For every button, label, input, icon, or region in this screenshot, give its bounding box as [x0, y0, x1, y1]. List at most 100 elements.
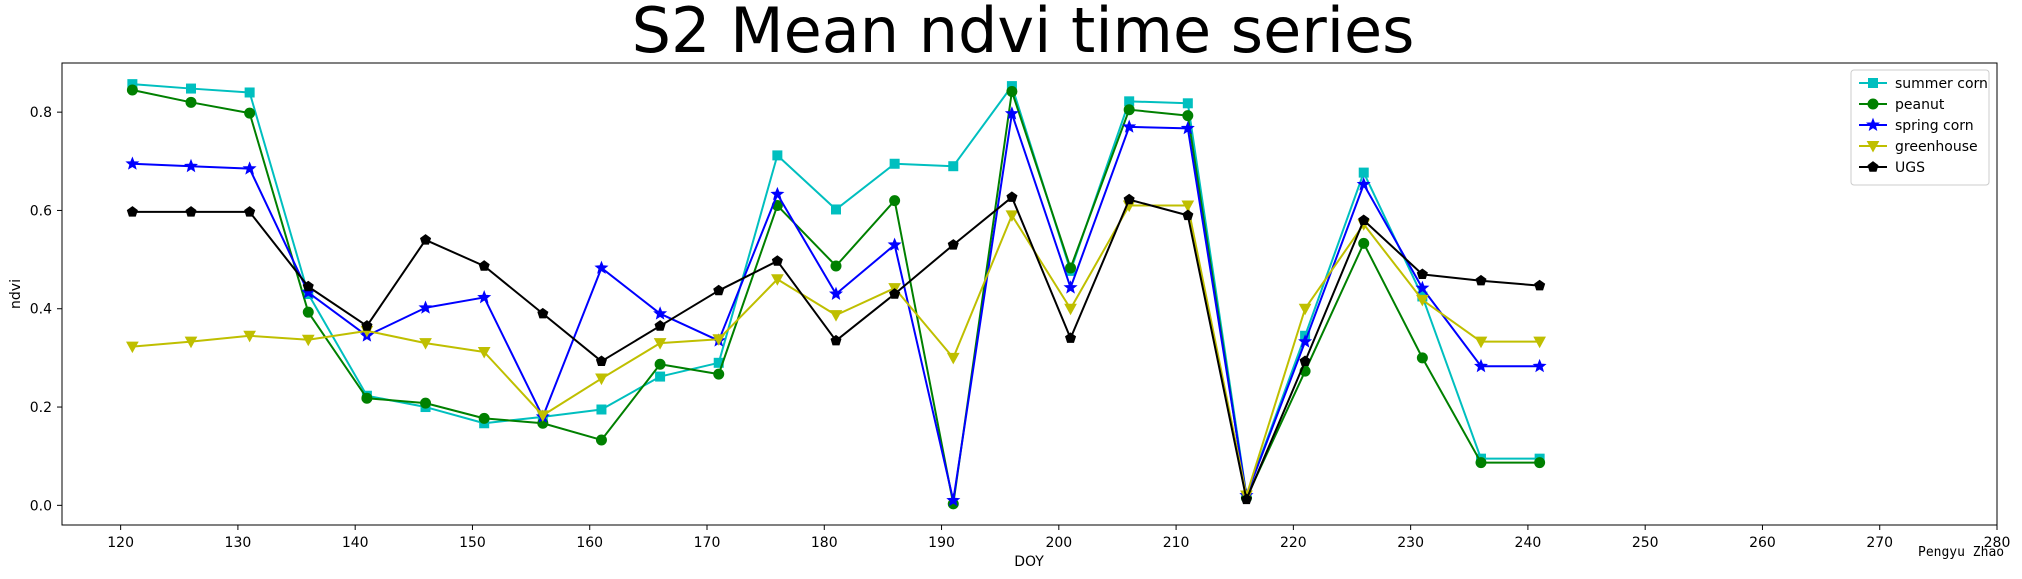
data-point-spring-corn [653, 306, 668, 320]
x-tick-label: 170 [694, 535, 721, 551]
data-point-greenhouse [243, 330, 256, 343]
data-point-greenhouse [126, 341, 139, 354]
data-point-spring-corn [1122, 119, 1137, 133]
data-point-peanut [420, 397, 432, 409]
legend-item-spring-corn: spring corn [1859, 117, 1974, 134]
data-point-greenhouse [301, 334, 315, 347]
data-point-peanut [126, 84, 138, 96]
data-point-spring-corn [946, 493, 961, 507]
x-tick-label: 180 [811, 535, 838, 551]
legend-marker [1866, 117, 1880, 132]
data-point-greenhouse [829, 310, 843, 322]
data-point-spring-corn [125, 156, 140, 170]
data-point-spring-corn [1063, 280, 1078, 294]
x-tick-label: 220 [1280, 535, 1307, 551]
data-point-ugs [595, 355, 607, 366]
data-point-greenhouse [1474, 336, 1488, 349]
data-point-greenhouse [1005, 210, 1019, 222]
data-point-peanut [244, 107, 256, 119]
x-tick-label: 140 [342, 535, 369, 551]
legend: summer corn peanut spring corn greenhouse UG… [1850, 69, 1990, 186]
legend-marker [1868, 78, 1878, 88]
data-point-summer-corn [655, 371, 666, 382]
data-point-ugs [1182, 209, 1194, 221]
y-axis: 0.0 0.2 0.4 0.6 0.8 [30, 105, 62, 514]
data-point-ugs [1240, 493, 1252, 505]
data-point-greenhouse [477, 346, 491, 359]
data-point-ugs [126, 206, 138, 217]
data-point-ugs [947, 239, 959, 250]
data-point-peanut [1475, 457, 1487, 469]
y-tick-label: 0.2 [30, 400, 52, 416]
data-point-peanut [1416, 352, 1428, 364]
series-ugs [126, 191, 1546, 505]
data-point-ugs [302, 280, 314, 292]
data-point-spring-corn [1004, 106, 1019, 120]
y-tick-label: 0.8 [30, 105, 52, 121]
x-tick-label: 200 [1045, 535, 1072, 551]
data-point-spring-corn [1180, 121, 1195, 135]
data-point-spring-corn [829, 286, 843, 301]
legend-label: greenhouse [1895, 139, 1978, 155]
data-point-spring-corn [887, 237, 902, 251]
x-axis: 120 130 140 150 160 170 180 190 200 210 220 230 240 2… [107, 525, 2010, 551]
data-point-greenhouse [653, 338, 667, 350]
data-point-summer-corn [889, 158, 900, 169]
data-point-peanut [1182, 110, 1194, 122]
data-point-spring-corn [1532, 358, 1547, 373]
data-point-ugs [420, 234, 432, 245]
data-point-ugs [537, 307, 549, 319]
data-point-spring-corn [1298, 334, 1313, 348]
x-tick-label: 250 [1632, 535, 1659, 551]
data-point-ugs [244, 206, 256, 217]
x-tick-label: 130 [225, 535, 252, 551]
data-point-greenhouse [946, 352, 960, 365]
data-point-ugs [478, 260, 490, 271]
data-point-ugs [771, 255, 783, 266]
data-point-ugs [1475, 274, 1487, 286]
series-layer [125, 79, 1547, 510]
data-point-ugs [1123, 193, 1135, 205]
data-point-greenhouse [1533, 336, 1546, 349]
x-tick-label: 150 [459, 535, 486, 551]
legend-marker [1867, 98, 1879, 110]
data-point-spring-corn [242, 161, 257, 175]
legend-item-ugs: UGS [1859, 160, 1925, 176]
legend-label: spring corn [1895, 118, 1974, 134]
data-point-peanut [1065, 262, 1077, 274]
data-point-peanut [830, 260, 842, 272]
data-point-ugs [1299, 355, 1311, 366]
data-point-peanut [1358, 237, 1370, 249]
data-point-ugs [654, 320, 666, 331]
data-point-greenhouse [595, 373, 608, 386]
x-tick-label: 120 [107, 535, 134, 551]
x-tick-label: 270 [1866, 535, 1893, 551]
data-point-greenhouse [712, 334, 726, 346]
data-point-ugs [1358, 214, 1370, 225]
data-point-peanut [1534, 457, 1546, 469]
data-point-greenhouse [1416, 294, 1429, 307]
legend-marker [1867, 161, 1879, 172]
x-tick-label: 230 [1397, 535, 1424, 551]
data-point-spring-corn [184, 158, 198, 173]
data-point-greenhouse [1181, 200, 1195, 213]
data-point-peanut [185, 96, 197, 108]
data-point-spring-corn [477, 290, 492, 304]
data-point-peanut [889, 195, 901, 207]
data-point-summer-corn [948, 161, 959, 172]
data-point-peanut [1123, 104, 1135, 116]
data-point-ugs [1065, 332, 1077, 343]
data-point-peanut [302, 306, 314, 318]
y-tick-label: 0.0 [30, 498, 52, 514]
data-point-summer-corn [772, 150, 783, 161]
y-axis-label: ndvi [8, 279, 24, 309]
data-point-ugs [830, 334, 842, 346]
data-point-ugs [185, 206, 197, 217]
x-axis-label: DOY [1014, 554, 1044, 570]
data-point-ugs [1534, 279, 1546, 291]
legend-label: UGS [1895, 160, 1925, 176]
data-point-greenhouse [771, 274, 784, 286]
data-point-ugs [361, 320, 373, 331]
data-point-spring-corn [1356, 177, 1371, 191]
data-point-spring-corn [594, 260, 609, 274]
